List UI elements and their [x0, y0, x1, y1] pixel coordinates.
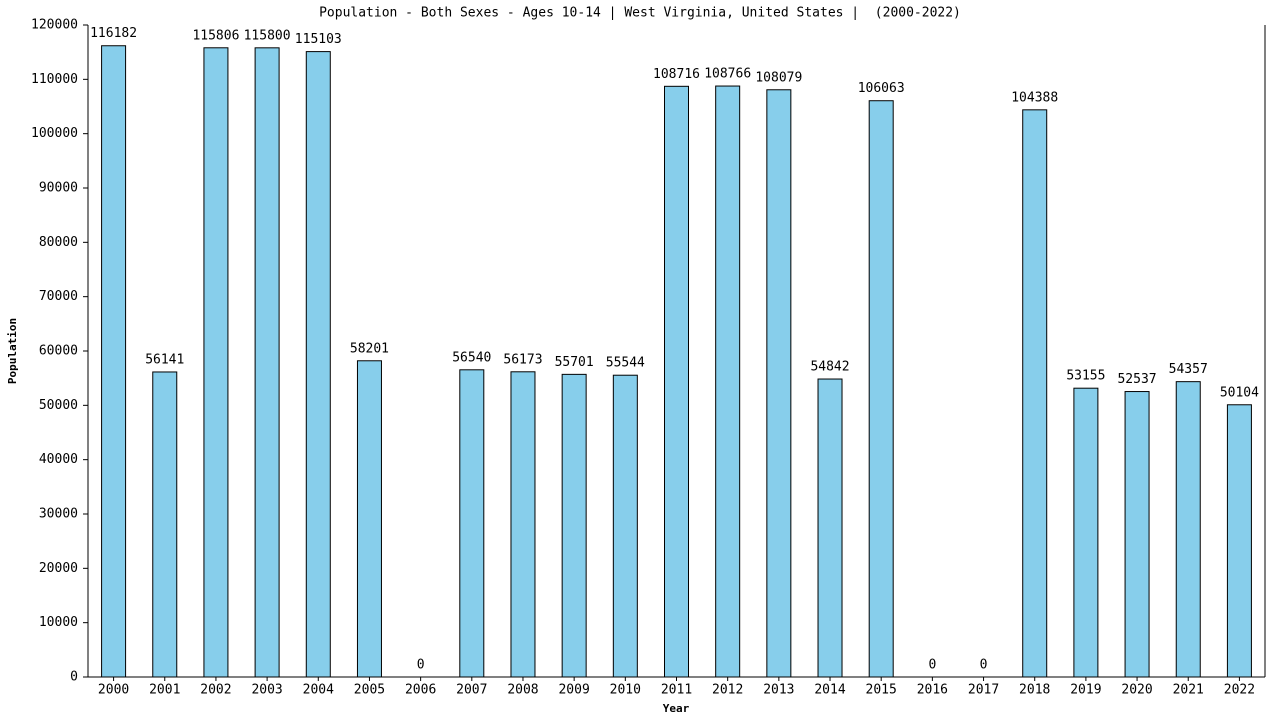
bar — [459, 369, 485, 678]
data-label: 56540 — [452, 350, 491, 365]
data-label: 115806 — [192, 28, 239, 43]
x-tick-label: 2021 — [1173, 683, 1204, 698]
y-tick-label: 0 — [70, 670, 78, 685]
bar — [356, 360, 382, 678]
data-label: 108716 — [653, 67, 700, 82]
data-label: 58201 — [350, 341, 389, 356]
x-tick-label: 2004 — [303, 683, 334, 698]
data-label: 108766 — [704, 67, 751, 82]
data-label: 50104 — [1220, 385, 1259, 400]
bar — [664, 85, 689, 678]
y-tick-label: 30000 — [39, 507, 78, 522]
x-tick-label: 2005 — [354, 683, 385, 698]
y-tick-label: 10000 — [39, 615, 78, 630]
data-label: 54357 — [1169, 362, 1208, 377]
x-tick-label: 2002 — [200, 683, 231, 698]
bar — [715, 85, 741, 678]
x-tick-label: 2016 — [917, 683, 948, 698]
bar — [817, 378, 843, 678]
x-tick-label: 2007 — [456, 683, 487, 698]
y-tick-label: 20000 — [39, 561, 78, 576]
bar — [612, 374, 638, 678]
y-tick-label: 100000 — [31, 126, 78, 141]
bar — [1124, 391, 1150, 678]
data-label: 0 — [417, 658, 425, 673]
bar — [766, 89, 792, 678]
data-label: 108079 — [755, 70, 802, 85]
bar — [1022, 109, 1048, 678]
data-label: 0 — [980, 658, 988, 673]
y-tick-label: 70000 — [39, 289, 78, 304]
bar — [1073, 387, 1099, 678]
y-axis-title: Population — [6, 318, 19, 384]
x-tick-label: 2009 — [558, 683, 589, 698]
y-tick-label: 40000 — [39, 452, 78, 467]
x-tick-label: 2008 — [507, 683, 538, 698]
x-tick-label: 2010 — [610, 683, 641, 698]
y-tick-label: 80000 — [39, 235, 78, 250]
data-label: 54842 — [810, 360, 849, 375]
bar — [203, 47, 229, 678]
data-label: 106063 — [858, 81, 905, 96]
y-tick-label: 50000 — [39, 398, 78, 413]
x-axis-title: Year — [663, 702, 690, 715]
bar — [510, 371, 536, 678]
bar — [1175, 381, 1201, 678]
bar — [101, 45, 127, 678]
x-tick-label: 2022 — [1224, 683, 1255, 698]
bar — [561, 373, 587, 678]
x-tick-label: 2003 — [251, 683, 282, 698]
data-label: 53155 — [1066, 369, 1105, 384]
x-tick-label: 2014 — [814, 683, 845, 698]
data-label: 0 — [928, 658, 936, 673]
data-label: 115800 — [244, 28, 291, 43]
x-tick-label: 2000 — [98, 683, 129, 698]
data-label: 56173 — [503, 352, 542, 367]
y-tick-label: 60000 — [39, 344, 78, 359]
data-label: 55544 — [606, 356, 645, 371]
x-tick-label: 2012 — [712, 683, 743, 698]
x-tick-label: 2018 — [1019, 683, 1050, 698]
x-tick-label: 2011 — [661, 683, 692, 698]
y-tick-label: 120000 — [31, 18, 78, 33]
data-label: 55701 — [555, 355, 594, 370]
x-tick-label: 2013 — [763, 683, 794, 698]
data-label: 104388 — [1011, 90, 1058, 105]
y-tick-label: 90000 — [39, 181, 78, 196]
bar — [868, 100, 894, 678]
x-tick-label: 2015 — [866, 683, 897, 698]
chart-title: Population - Both Sexes - Ages 10-14 | W… — [319, 6, 961, 21]
data-label: 115103 — [295, 32, 342, 47]
bar — [152, 371, 178, 678]
data-label: 56141 — [145, 352, 184, 367]
data-label: 116182 — [90, 26, 137, 41]
x-tick-label: 2019 — [1070, 683, 1101, 698]
data-label: 52537 — [1117, 372, 1156, 387]
x-tick-label: 2006 — [405, 683, 436, 698]
x-tick-label: 2001 — [149, 683, 180, 698]
y-tick-label: 110000 — [31, 72, 78, 87]
x-tick-label: 2020 — [1121, 683, 1152, 698]
bar — [305, 51, 331, 678]
bar — [1226, 404, 1252, 678]
bar — [254, 47, 280, 678]
x-tick-label: 2017 — [968, 683, 999, 698]
